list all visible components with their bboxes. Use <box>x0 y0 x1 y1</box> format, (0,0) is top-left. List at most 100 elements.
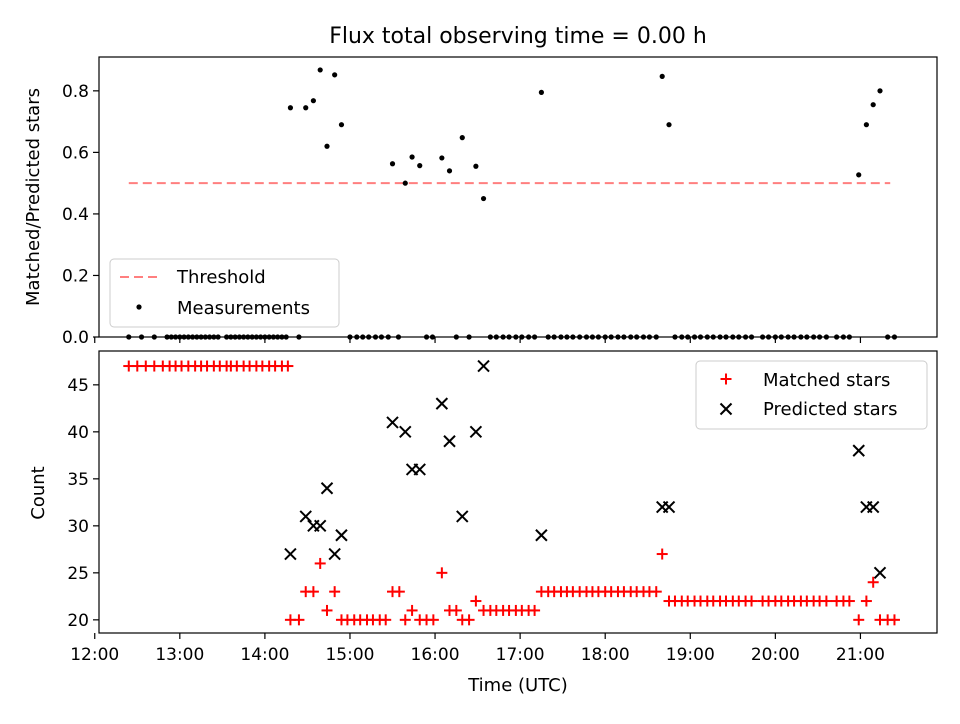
predicted-point <box>866 500 880 514</box>
measurement-point <box>480 195 487 202</box>
legend-measurements-swatch <box>136 304 142 310</box>
matched-point <box>406 604 418 616</box>
matched-point <box>888 614 900 626</box>
legend-matched-marker <box>720 373 732 385</box>
predicted-point <box>299 510 312 523</box>
matched-point <box>399 614 411 626</box>
measurement-point <box>409 154 415 160</box>
measurement-point <box>310 98 316 104</box>
measurement-point <box>877 88 883 94</box>
bottom-axes: 20 25 30 35 40 45 12:00 13:00 14:00 15:00 16:00 17… <box>28 350 938 696</box>
matched-point <box>860 595 872 607</box>
top-legend: Threshold Measurements <box>109 258 340 328</box>
measurement-point <box>439 155 445 161</box>
bottom-xtick-label: 17:00 <box>496 645 545 665</box>
top-yticks: 0.0 0.2 0.4 0.6 0.8 <box>62 82 99 348</box>
measurement-point <box>459 135 465 141</box>
predicted-point <box>413 463 426 476</box>
top-ylabel: Matched/Predicted stars <box>23 88 44 306</box>
bottom-xtick-label: 18:00 <box>581 645 630 665</box>
predicted-point <box>399 425 412 439</box>
predicted-point <box>328 547 341 561</box>
measurement-point <box>332 72 338 78</box>
matched-point <box>393 586 405 598</box>
predicted-point <box>335 529 348 542</box>
top-xticks <box>94 337 862 343</box>
matched-point <box>450 604 462 616</box>
matched-point <box>820 595 832 607</box>
top-ytick-label: 0.0 <box>62 328 89 348</box>
measurement-point <box>538 89 544 95</box>
matched-point <box>470 595 482 607</box>
bottom-ylabel: Count <box>28 466 49 519</box>
bottom-ytick-label: 40 <box>67 423 89 443</box>
predicted-point <box>443 435 456 448</box>
matched-point <box>463 614 475 626</box>
bottom-matched-layer <box>123 360 900 626</box>
measurement-point <box>317 67 323 73</box>
measurement-point <box>659 73 665 79</box>
matched-point <box>436 567 448 579</box>
matched-point <box>282 360 294 372</box>
measurement-point <box>303 105 309 111</box>
bottom-ytick-label: 45 <box>67 376 89 396</box>
legend-threshold-label: Threshold <box>176 267 266 288</box>
bottom-xtick-label: 12:00 <box>70 645 119 665</box>
bottom-ytick-label: 25 <box>67 564 89 584</box>
bottom-xtick-label: 21:00 <box>836 645 885 665</box>
top-ytick-label: 0.8 <box>62 82 89 102</box>
predicted-point <box>469 425 483 439</box>
bottom-legend: Matched stars Predicted stars <box>695 360 928 430</box>
bottom-ytick-label: 35 <box>67 470 89 490</box>
legend-measurements-label: Measurements <box>177 298 310 319</box>
bottom-xtick-label: 16:00 <box>411 645 460 665</box>
bottom-legend-box <box>695 360 928 430</box>
matched-point <box>427 614 439 626</box>
measurement-point <box>338 122 345 128</box>
matched-point <box>314 557 326 569</box>
matched-point <box>329 586 341 598</box>
measurement-point <box>446 168 453 174</box>
bottom-xtick-label: 14:00 <box>240 645 289 665</box>
measurement-point <box>666 122 672 128</box>
chart-title: Flux total observing time = 0.00 h <box>329 24 707 49</box>
measurement-point <box>870 102 876 108</box>
bottom-xtick-label: 13:00 <box>155 645 204 665</box>
measurement-point <box>287 105 294 111</box>
predicted-point <box>873 566 887 580</box>
legend-matched-label: Matched stars <box>763 370 890 391</box>
measurement-point <box>417 163 423 169</box>
top-ytick-label: 0.6 <box>62 143 89 163</box>
top-axes: 0.00.20.40.60.8 Matched/Predicted stars … <box>23 56 938 348</box>
bottom-ytick-label: 20 <box>67 611 89 631</box>
top-ytick-label: 0.2 <box>62 266 89 286</box>
measurement-point <box>473 163 479 169</box>
matched-point <box>656 548 668 560</box>
top-legend-box <box>109 258 340 328</box>
bottom-ytick-label: 30 <box>67 517 89 537</box>
bottom-xlabel: Time (UTC) <box>467 675 568 696</box>
matched-point <box>867 576 879 588</box>
bottom-xtick-label: 15:00 <box>325 645 374 665</box>
predicted-point <box>313 519 327 533</box>
predicted-point <box>477 359 490 373</box>
predicted-point <box>320 482 334 495</box>
matched-point <box>746 595 758 607</box>
bottom-xtick-label: 20:00 <box>751 645 800 665</box>
predicted-point <box>456 510 469 523</box>
matched-point <box>853 614 865 626</box>
bottom-predicted-layer <box>284 359 887 580</box>
matched-point <box>321 604 333 616</box>
predicted-point <box>284 547 297 561</box>
predicted-point <box>435 397 449 410</box>
measurement-point <box>863 122 869 128</box>
legend-matched-swatch <box>720 373 732 385</box>
predicted-point <box>535 529 548 542</box>
predicted-point <box>662 500 676 514</box>
bottom-axes-frame <box>98 350 938 634</box>
matched-point <box>380 614 392 626</box>
measurement-point <box>324 143 330 149</box>
bottom-xtick-label: 19:00 <box>666 645 715 665</box>
